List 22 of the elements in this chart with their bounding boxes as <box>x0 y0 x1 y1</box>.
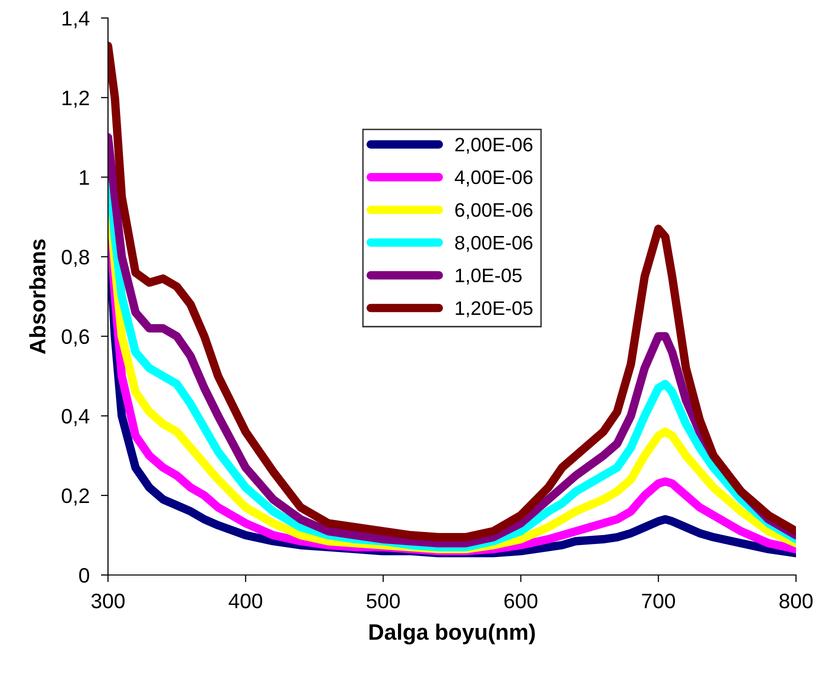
legend-label: 4,00E-06 <box>454 170 532 186</box>
x-tick-label: 600 <box>504 594 538 608</box>
y-tick-label: 0 <box>79 568 90 583</box>
y-axis-title: Absorbans <box>29 239 46 354</box>
legend-label: 1,0E-05 <box>456 268 522 285</box>
x-tick-label: 400 <box>228 594 262 608</box>
y-tick-label: 1,4 <box>62 11 90 28</box>
x-axis-title: Dalga boyu(nm) <box>370 624 535 644</box>
y-tick-label: 0,8 <box>62 250 90 267</box>
y-tick-label: 0,6 <box>62 329 90 346</box>
x-tick-label: 700 <box>642 594 675 608</box>
y-tick-label: 1,2 <box>62 90 89 108</box>
y-tick-label: 0,4 <box>62 408 90 426</box>
legend-label: 8,00E-06 <box>455 236 532 252</box>
x-tick-label: 500 <box>366 594 400 608</box>
legend-label: 6,00E-06 <box>455 203 532 220</box>
y-tick-label: 1 <box>80 170 89 185</box>
legend-label: 1,20E-05 <box>456 301 532 318</box>
x-tick-label: 800 <box>780 594 813 608</box>
x-tick-label: 300 <box>91 594 125 608</box>
legend-label: 2,00E-06 <box>455 138 532 154</box>
y-tick-label: 0,2 <box>62 488 89 506</box>
